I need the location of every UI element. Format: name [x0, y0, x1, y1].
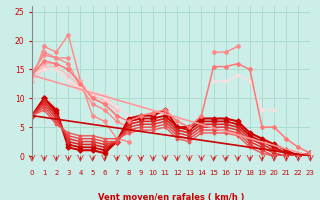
- X-axis label: Vent moyen/en rafales ( km/h ): Vent moyen/en rafales ( km/h ): [98, 193, 244, 200]
